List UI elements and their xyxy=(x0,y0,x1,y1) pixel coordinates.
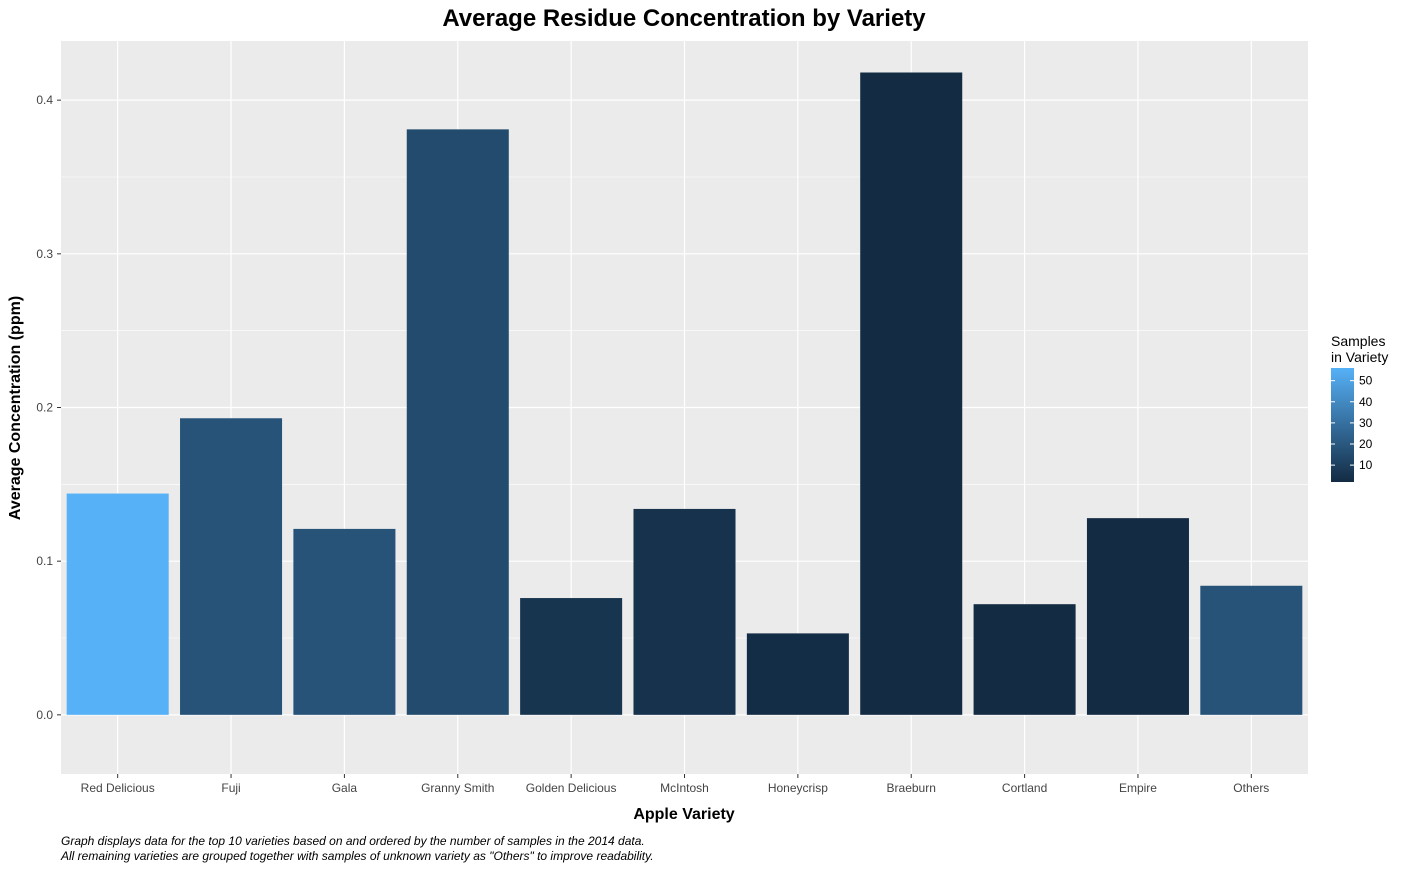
bar-granny-smith xyxy=(406,129,509,715)
x-tick-label: Empire xyxy=(1119,781,1157,795)
y-tick-label: 0.2 xyxy=(36,401,53,415)
legend-label: 20 xyxy=(1359,437,1373,451)
y-tick-label: 0.0 xyxy=(36,708,53,722)
legend: Samples in Variety 10 20 30 40 50 xyxy=(1331,333,1388,482)
x-tick-label: Golden Delicious xyxy=(526,781,617,795)
bar-others xyxy=(1200,585,1303,715)
y-axis: 0.0 0.1 0.2 0.3 0.4 xyxy=(36,93,61,722)
y-tick-label: 0.4 xyxy=(36,93,53,107)
x-tick-label: Gala xyxy=(332,781,358,795)
bar-red-delicious xyxy=(66,493,169,715)
y-tick-label: 0.3 xyxy=(36,247,53,261)
y-tick-label: 0.1 xyxy=(36,554,53,568)
legend-label: 10 xyxy=(1359,458,1373,472)
bars xyxy=(66,72,1303,715)
x-tick-label: Fuji xyxy=(221,781,240,795)
x-tick-label: Cortland xyxy=(1002,781,1047,795)
x-tick-label: Red Delicious xyxy=(81,781,155,795)
x-axis: Red Delicious Fuji Gala Granny Smith Golden … xyxy=(81,774,1269,795)
legend-label: 30 xyxy=(1359,416,1373,430)
x-tick-label: McIntosh xyxy=(660,781,709,795)
legend-title-line-2: in Variety xyxy=(1331,349,1388,365)
x-tick-label: Braeburn xyxy=(887,781,936,795)
bar-golden-delicious xyxy=(520,598,623,715)
bar-gala xyxy=(293,528,396,715)
bar-mcintosh xyxy=(633,508,736,715)
bar-braeburn xyxy=(860,72,963,715)
legend-label: 50 xyxy=(1359,374,1373,388)
legend-colorbar xyxy=(1331,368,1354,482)
x-tick-label: Granny Smith xyxy=(421,781,494,795)
chart-title: Average Residue Concentration by Variety xyxy=(442,5,926,32)
caption-line-2: All remaining varieties are grouped toge… xyxy=(60,849,654,863)
bar-honeycrisp xyxy=(746,633,849,715)
x-tick-label: Others xyxy=(1233,781,1269,795)
bar-empire xyxy=(1086,518,1189,715)
x-axis-title: Apple Variety xyxy=(633,806,734,823)
bar-cortland xyxy=(973,604,1076,715)
bar-fuji xyxy=(180,418,283,715)
y-axis-title: Average Concentration (ppm) xyxy=(7,296,24,520)
legend-title-line-1: Samples xyxy=(1331,333,1385,349)
x-tick-label: Honeycrisp xyxy=(768,781,828,795)
legend-label: 40 xyxy=(1359,395,1373,409)
caption-line-1: Graph displays data for the top 10 varie… xyxy=(61,834,645,848)
